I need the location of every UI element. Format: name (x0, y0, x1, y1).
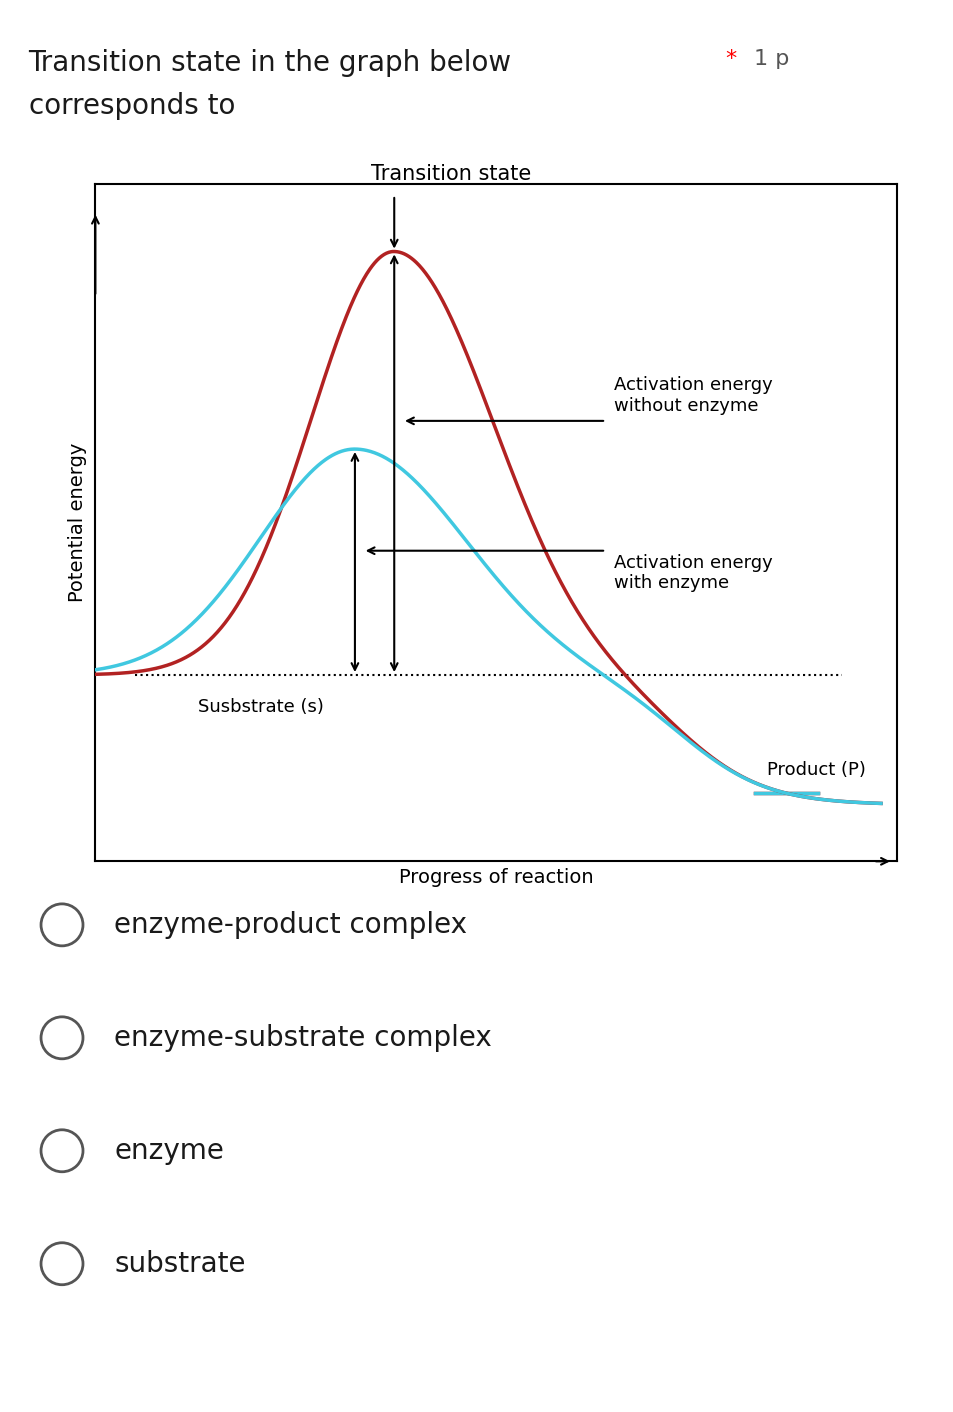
Text: Activation energy
without enzyme: Activation energy without enzyme (614, 377, 772, 415)
Text: 1 p: 1 p (753, 49, 788, 69)
Text: enzyme-product complex: enzyme-product complex (114, 911, 467, 939)
Text: Activation energy
with enzyme: Activation energy with enzyme (614, 554, 772, 593)
Text: substrate: substrate (114, 1250, 246, 1278)
Text: Susbstrate (s): Susbstrate (s) (197, 698, 323, 716)
Text: Transition state: Transition state (371, 164, 531, 184)
Y-axis label: Potential energy: Potential energy (68, 443, 87, 602)
Text: Transition state in the graph below: Transition state in the graph below (29, 49, 511, 78)
Text: enzyme-substrate complex: enzyme-substrate complex (114, 1024, 492, 1052)
Text: *: * (724, 49, 736, 69)
X-axis label: Progress of reaction: Progress of reaction (398, 868, 593, 887)
Text: Product (P): Product (P) (766, 761, 865, 779)
Text: corresponds to: corresponds to (29, 92, 234, 120)
Text: enzyme: enzyme (114, 1137, 224, 1165)
